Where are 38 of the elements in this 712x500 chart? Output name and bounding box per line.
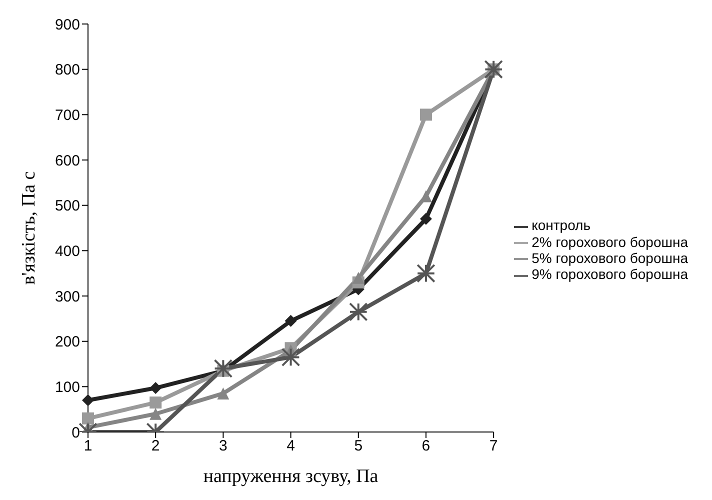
point: [281, 348, 300, 367]
legend-label: 2% горохового борошна: [532, 234, 688, 250]
y-tick-label: 400: [54, 242, 80, 260]
legend-label: 5% горохового борошна: [532, 250, 688, 266]
x-tick-label: 2: [151, 438, 160, 455]
point: [416, 264, 436, 283]
x-tick-label: 7: [489, 438, 498, 455]
point: [420, 212, 432, 225]
y-tick-label: 300: [54, 288, 80, 306]
point: [82, 394, 94, 406]
point: [420, 108, 432, 121]
point: [150, 408, 162, 420]
y-tick-label: 900: [54, 16, 80, 34]
y-tick-label: 0: [72, 424, 80, 442]
point: [352, 272, 364, 284]
x-tick-label: 5: [354, 438, 363, 455]
y-tick-label: 800: [54, 62, 80, 79]
x-tick-label: 6: [422, 438, 430, 455]
point: [214, 359, 233, 378]
y-tick-label: 200: [54, 334, 80, 351]
x-axis-title: напруження зсуву, Па: [203, 466, 379, 487]
point: [217, 387, 230, 400]
legend-label: 9% горохового борошна: [532, 266, 688, 282]
y-tick-label: 100: [54, 378, 80, 396]
y-tick-label: 500: [54, 198, 80, 215]
y-tick-label: 600: [54, 152, 80, 170]
x-tick-label: 3: [219, 438, 228, 455]
point: [484, 60, 503, 79]
point: [284, 314, 297, 327]
point: [82, 412, 94, 424]
legend-label: контроль: [532, 217, 591, 234]
point: [348, 302, 368, 322]
y-axis-title: в'язкість, Па с: [18, 171, 40, 285]
y-tick-label: 700: [54, 106, 80, 124]
x-tick-label: 1: [84, 438, 92, 455]
point: [150, 396, 162, 409]
x-tick-label: 4: [286, 438, 295, 455]
point: [150, 382, 162, 394]
